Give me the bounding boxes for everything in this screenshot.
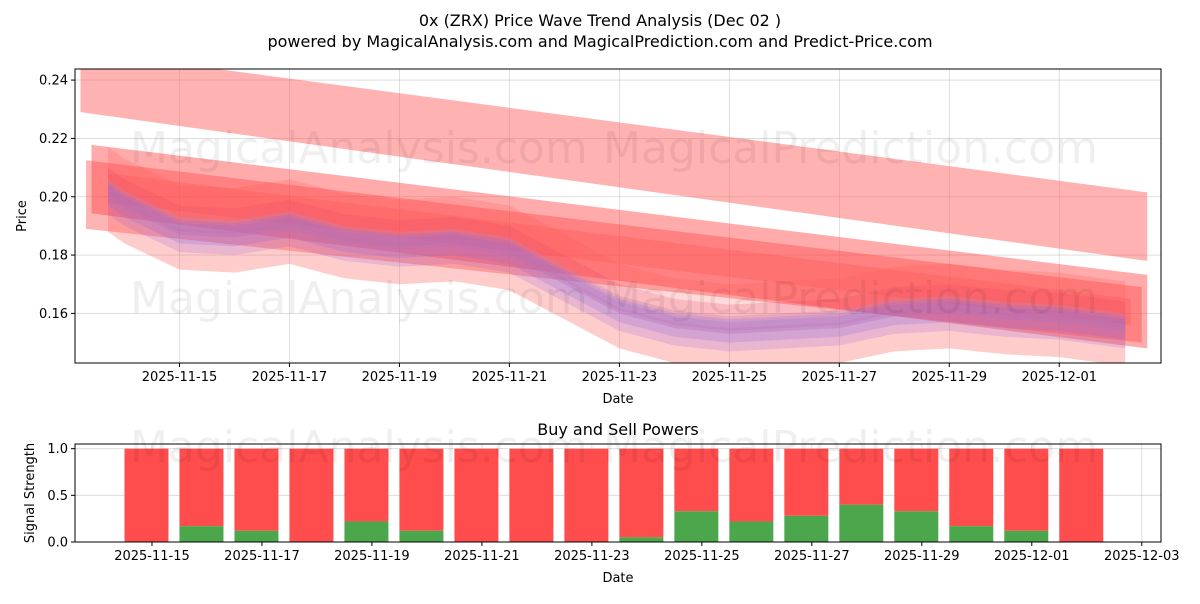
sell-bar	[289, 448, 334, 542]
x-tick-label: 2025-11-21	[444, 549, 520, 564]
x-tick-label: 2025-12-03	[1104, 549, 1180, 564]
buy-bar	[894, 511, 939, 542]
y-tick-label: 0.18	[39, 249, 68, 264]
wave-band	[107, 167, 1126, 334]
buy-bar	[1004, 530, 1049, 542]
sell-bar	[784, 448, 829, 516]
sell-bar	[399, 448, 444, 531]
buy-bar	[619, 537, 664, 542]
buy-bar	[399, 530, 444, 542]
watermark-prediction: MagicalPrediction.com	[603, 273, 1098, 324]
y-tick-label: 1.0	[47, 442, 68, 457]
y-tick-label: 0.0	[47, 536, 68, 551]
x-tick-label: 2025-11-29	[884, 549, 960, 564]
signal-y-label: Signal Strength	[23, 443, 38, 543]
price-y-label: Price	[15, 200, 30, 232]
bands-group	[80, 69, 1148, 363]
y-tick-label: 0.22	[39, 132, 68, 147]
x-tick-label: 2025-11-15	[114, 549, 190, 564]
chart-title: 0x (ZRX) Price Wave Trend Analysis (Dec …	[419, 11, 781, 30]
wave-band	[107, 147, 1126, 331]
x-tick-label: 2025-11-15	[142, 370, 218, 385]
buy-bar	[949, 526, 994, 542]
buy-bar	[729, 521, 774, 542]
sell-bar	[564, 448, 609, 542]
buy-bar	[839, 504, 884, 542]
sell-bar	[124, 448, 169, 542]
sell-bar	[179, 448, 224, 527]
y-tick-label: 0.20	[39, 190, 68, 205]
buy-bar	[234, 530, 279, 542]
wave-band	[107, 185, 1126, 352]
sell-bar	[344, 448, 389, 522]
watermark-prediction: MagicalPrediction.com	[603, 422, 1098, 473]
sell-bar	[839, 448, 884, 505]
watermark-analysis: MagicalAnalysis.com	[130, 123, 588, 174]
wave-band	[107, 179, 1126, 363]
y-tick-label: 0.24	[39, 74, 68, 89]
x-tick-label: 2025-12-01	[994, 549, 1070, 564]
x-tick-label: 2025-11-27	[774, 549, 850, 564]
x-tick-label: 2025-11-23	[582, 370, 658, 385]
sell-bar	[674, 448, 719, 512]
x-tick-label: 2025-11-21	[472, 370, 548, 385]
trend-band	[91, 144, 1148, 349]
wave-band	[107, 190, 1126, 363]
buy-bar	[674, 511, 719, 542]
x-tick-label: 2025-11-29	[912, 370, 988, 385]
y-tick-label: 0.16	[39, 307, 68, 322]
signal-x-label: Date	[602, 571, 633, 586]
x-tick-label: 2025-11-25	[664, 549, 740, 564]
trend-band	[85, 160, 1142, 343]
wave-band	[107, 182, 1126, 343]
price-x-label: Date	[602, 392, 633, 407]
x-tick-label: 2025-12-01	[1021, 370, 1097, 385]
x-tick-label: 2025-11-25	[692, 370, 768, 385]
sell-bar	[1004, 448, 1049, 531]
buy-bar	[344, 521, 389, 542]
x-tick-label: 2025-11-19	[362, 370, 438, 385]
chart-subtitle: powered by MagicalAnalysis.com and Magic…	[267, 32, 932, 51]
sell-bar	[949, 448, 994, 527]
signal-bar-plot: 2025-11-15 2025-11-17 2025-11-19 2025-11-21…	[47, 442, 1179, 564]
sell-bar	[729, 448, 774, 522]
sell-bar	[234, 448, 279, 531]
price-wave-plot: 2025-11-15 2025-11-17 2025-11-19 2025-11-21…	[39, 68, 1162, 385]
watermark-prediction: MagicalPrediction.com	[603, 123, 1098, 174]
sell-bar	[509, 448, 554, 542]
sell-bar	[1059, 448, 1104, 542]
trend-band	[80, 69, 1148, 261]
watermark-analysis: MagicalAnalysis.com	[130, 273, 588, 324]
signal-chart-title: Buy and Sell Powers	[537, 420, 699, 439]
x-tick-label: 2025-11-17	[224, 549, 300, 564]
wave-band	[107, 179, 1126, 334]
plot-frame	[74, 68, 1162, 364]
y-tick-label: 0.5	[47, 489, 68, 504]
x-tick-label: 2025-11-17	[252, 370, 328, 385]
sell-bar	[454, 448, 499, 542]
sell-bar	[894, 448, 939, 512]
buy-bar	[179, 526, 224, 542]
plot-frame	[74, 443, 1162, 543]
x-tick-label: 2025-11-27	[802, 370, 878, 385]
watermark-analysis: MagicalAnalysis.com	[130, 422, 588, 473]
x-tick-label: 2025-11-23	[554, 549, 630, 564]
trend-band	[107, 173, 1131, 326]
buy-bar	[784, 515, 829, 542]
x-tick-label: 2025-11-19	[334, 549, 410, 564]
sell-bar	[619, 448, 664, 538]
